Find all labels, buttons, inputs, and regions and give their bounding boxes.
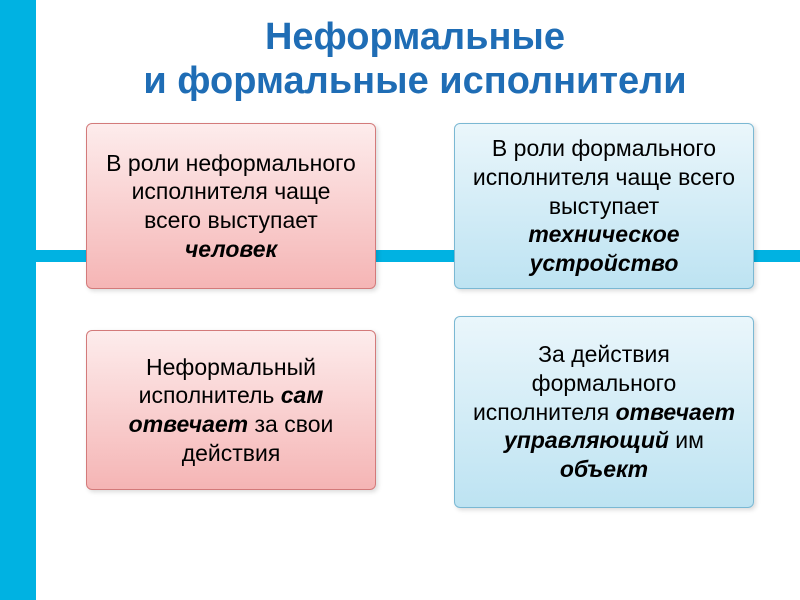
text-after: им: [669, 427, 704, 453]
box-bottom-left: Неформальный исполнитель сам отвечает за…: [86, 330, 376, 490]
accent-bar-vertical: [0, 0, 36, 600]
box-bottom-right: За действия формального исполнителя отве…: [454, 316, 754, 508]
text-em: техническое устройство: [528, 221, 679, 276]
text-before: В роли неформального исполнителя чаще вс…: [106, 150, 356, 234]
title-line2: и формальные исполнители: [143, 60, 686, 102]
page-title: Неформальные и формальные исполнители: [50, 16, 780, 103]
text-em2: объект: [560, 456, 648, 482]
box-top-left: В роли неформального исполнителя чаще вс…: [86, 123, 376, 289]
box-top-right: В роли формального исполнителя чаще всег…: [454, 123, 754, 289]
text-before: В роли формального исполнителя чаще всег…: [473, 135, 735, 219]
text-em: человек: [185, 236, 277, 262]
title-line1: Неформальные: [265, 16, 565, 58]
